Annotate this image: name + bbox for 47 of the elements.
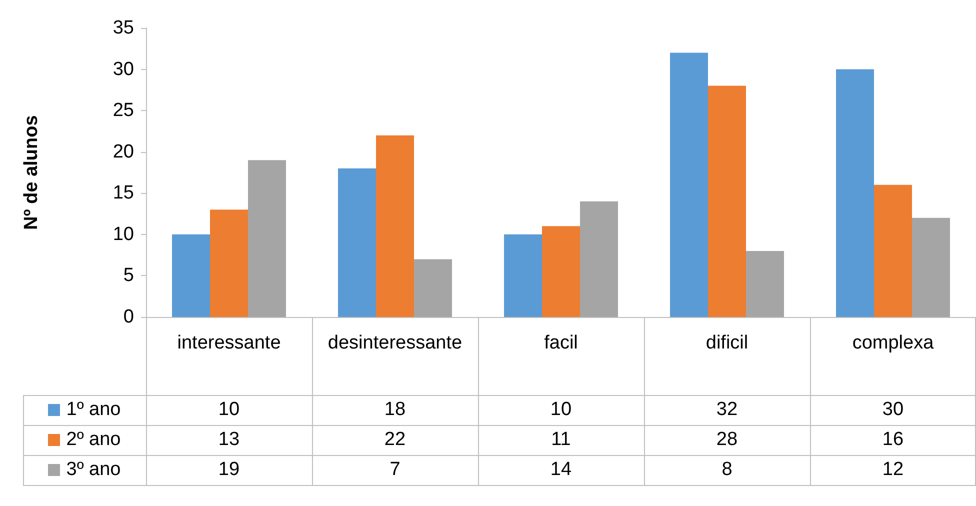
y-tick-label: 30 — [112, 58, 134, 80]
bar — [172, 234, 210, 317]
data-label: 12 — [881, 458, 905, 482]
data-label: 14 — [549, 458, 573, 482]
bar — [210, 210, 248, 317]
data-label: 7 — [388, 458, 402, 482]
y-tick-label: 5 — [123, 265, 134, 286]
x-tick-label: interessante — [177, 332, 281, 354]
bar — [414, 259, 452, 317]
bar — [912, 218, 950, 317]
data-label: 19 — [217, 458, 241, 482]
data-label: 10 — [549, 398, 573, 422]
y-tick-label: 20 — [112, 141, 134, 162]
bar — [746, 250, 784, 317]
x-tick-label: facil — [544, 332, 578, 354]
data-label: 22 — [383, 428, 407, 452]
y-tick-label: 0 — [123, 306, 134, 328]
data-label: 30 — [881, 398, 905, 422]
x-tick-label: desinteressante — [328, 332, 462, 354]
bar — [338, 168, 376, 317]
bar — [504, 234, 542, 317]
x-tick-label: dificil — [706, 332, 748, 354]
x-tick-label: complexa — [852, 332, 934, 354]
bar — [836, 69, 874, 317]
data-label: 8 — [720, 458, 734, 482]
bar — [580, 201, 618, 317]
data-label: 32 — [715, 398, 739, 422]
data-label: 28 — [715, 428, 739, 452]
bar — [708, 86, 746, 317]
y-tick-label: 15 — [112, 182, 134, 204]
data-label: 18 — [383, 398, 407, 422]
legend-label: 3º ano — [66, 459, 121, 481]
bar — [542, 226, 580, 317]
data-label: 11 — [550, 428, 572, 452]
data-label: 13 — [217, 428, 241, 452]
y-tick-label: 25 — [112, 100, 134, 122]
legend-label: 2º ano — [66, 429, 121, 451]
bar — [874, 184, 912, 317]
bar — [670, 52, 708, 317]
y-tick-label: 10 — [112, 224, 134, 245]
y-tick-label: 35 — [112, 18, 134, 38]
data-label: 10 — [217, 398, 241, 422]
bar — [248, 160, 286, 317]
data-label: 16 — [881, 428, 905, 452]
y-axis-title: Nº de alunos — [21, 115, 42, 230]
bar — [376, 135, 414, 317]
legend-label: 1º ano — [66, 399, 121, 421]
